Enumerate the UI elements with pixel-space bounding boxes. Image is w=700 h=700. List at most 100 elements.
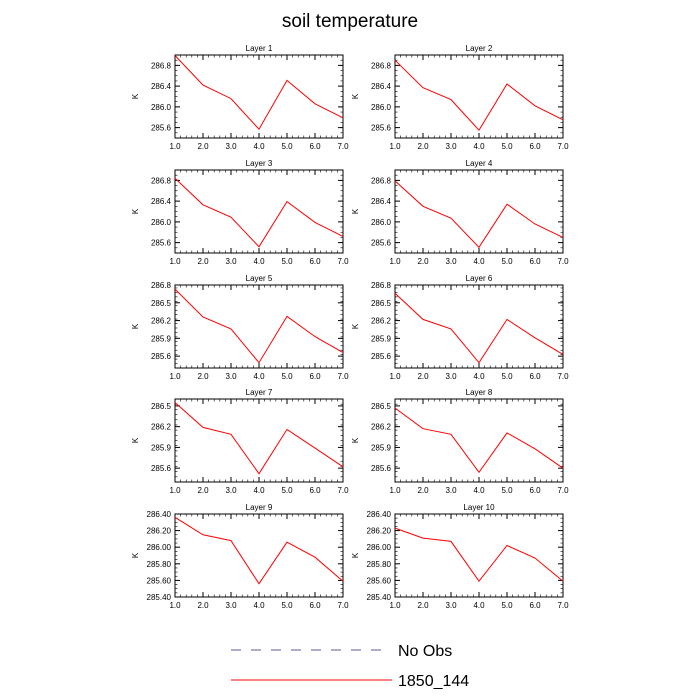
panel-title: Layer 1 [246, 44, 273, 53]
y-tick-label: 286.5 [371, 402, 392, 411]
y-axis-label: K [131, 552, 140, 558]
y-tick-label: 285.9 [151, 443, 172, 452]
x-tick-label: 4.0 [253, 142, 265, 151]
x-tick-label: 3.0 [445, 372, 457, 381]
y-tick-label: 286.4 [371, 82, 392, 91]
x-tick-label: 3.0 [445, 257, 457, 266]
y-tick-label: 286.4 [371, 197, 392, 206]
x-tick-label: 6.0 [529, 601, 541, 610]
x-tick-label: 7.0 [337, 486, 349, 495]
y-tick-label: 285.9 [371, 334, 392, 343]
x-tick-label: 5.0 [501, 601, 513, 610]
panel-title: Layer 2 [466, 44, 493, 53]
series-line-1850-144 [174, 288, 344, 364]
y-tick-label: 286.0 [151, 103, 172, 112]
y-tick-label: 286.5 [371, 299, 392, 308]
x-tick-label: 2.0 [417, 486, 429, 495]
y-tick-label: 285.6 [371, 352, 392, 361]
x-tick-label: 4.0 [473, 486, 485, 495]
plot-frame [174, 54, 344, 139]
y-tick-label: 286.8 [151, 281, 172, 290]
y-tick-label: 286.2 [151, 317, 172, 326]
y-tick-label: 285.80 [147, 560, 172, 569]
plot-frame [394, 398, 564, 483]
y-axis-label: K [351, 93, 360, 99]
y-tick-label: 286.00 [147, 543, 172, 552]
x-tick-label: 7.0 [557, 486, 569, 495]
series-line-1850-144 [394, 527, 564, 583]
panel-2: Layer 2 K 1.0 2.0 3.0 4.0 5.0 6.0 7.0 285.6 286.0 2… [351, 44, 569, 151]
y-tick-label: 285.40 [147, 593, 172, 602]
x-tick-label: 7.0 [557, 601, 569, 610]
legend: No Obs 1850_144 [231, 643, 469, 690]
y-tick-label: 286.8 [151, 176, 172, 185]
y-tick-label: 286.8 [371, 281, 392, 290]
y-tick-label: 285.6 [151, 124, 172, 133]
panel-title: Layer 6 [466, 274, 493, 283]
y-tick-label: 285.9 [371, 443, 392, 452]
x-tick-label: 1.0 [169, 142, 181, 151]
y-tick-label: 286.0 [371, 218, 392, 227]
x-tick-label: 4.0 [253, 486, 265, 495]
x-tick-label: 5.0 [501, 486, 513, 495]
panel-3: Layer 3 K 1.0 2.0 3.0 4.0 5.0 6.0 7.0 285.6 286.0 2… [131, 159, 349, 266]
y-tick-label: 285.60 [147, 576, 172, 585]
y-tick-label: 286.5 [151, 299, 172, 308]
x-tick-label: 2.0 [197, 601, 209, 610]
plot-frame [174, 284, 344, 369]
x-tick-label: 7.0 [337, 257, 349, 266]
x-tick-label: 3.0 [445, 601, 457, 610]
y-tick-label: 286.8 [371, 61, 392, 70]
x-tick-label: 6.0 [309, 486, 321, 495]
x-tick-label: 3.0 [225, 486, 237, 495]
x-tick-label: 7.0 [557, 142, 569, 151]
series-line-1850-144 [394, 407, 564, 474]
x-tick-label: 1.0 [169, 601, 181, 610]
x-tick-label: 7.0 [337, 372, 349, 381]
x-tick-label: 6.0 [309, 142, 321, 151]
x-tick-label: 3.0 [225, 257, 237, 266]
x-tick-label: 2.0 [417, 142, 429, 151]
y-axis-label: K [131, 93, 140, 99]
series-line-1850-144 [394, 59, 564, 132]
y-tick-label: 286.2 [371, 317, 392, 326]
panel-8: Layer 8 K 1.0 2.0 3.0 4.0 5.0 6.0 7.0 285.6 285.9 2… [351, 388, 569, 495]
y-tick-label: 286.4 [151, 82, 172, 91]
series-line-1850-144 [174, 177, 344, 248]
x-tick-label: 4.0 [253, 601, 265, 610]
panel-6: Layer 6 K 1.0 2.0 3.0 4.0 5.0 6.0 7.0 285.6 285.9 2… [351, 274, 569, 381]
y-tick-label: 285.6 [371, 464, 392, 473]
chart-title: soil temperature [282, 11, 418, 32]
plot-frame [174, 398, 344, 483]
x-tick-label: 4.0 [253, 372, 265, 381]
x-tick-label: 3.0 [225, 142, 237, 151]
y-tick-label: 286.20 [367, 527, 392, 536]
x-tick-label: 6.0 [529, 486, 541, 495]
x-tick-label: 1.0 [169, 486, 181, 495]
series-line-1850-144 [394, 180, 564, 249]
x-tick-label: 2.0 [197, 142, 209, 151]
y-tick-label: 285.6 [371, 239, 392, 248]
y-axis-label: K [131, 437, 140, 443]
series-line-1850-144 [174, 402, 344, 475]
series-line-1850-144 [174, 516, 344, 585]
x-tick-label: 6.0 [309, 372, 321, 381]
x-tick-label: 1.0 [389, 372, 401, 381]
panel-title: Layer 9 [246, 503, 273, 512]
plot-frame [394, 513, 564, 598]
x-tick-label: 7.0 [557, 372, 569, 381]
x-tick-label: 7.0 [337, 142, 349, 151]
x-tick-label: 4.0 [473, 601, 485, 610]
x-tick-label: 3.0 [225, 601, 237, 610]
legend-label-no-obs: No Obs [398, 643, 452, 660]
x-tick-label: 5.0 [281, 486, 293, 495]
x-tick-label: 2.0 [417, 257, 429, 266]
y-tick-label: 285.6 [151, 239, 172, 248]
panel-title: Layer 5 [246, 274, 273, 283]
y-axis-label: K [131, 208, 140, 214]
panel-7: Layer 7 K 1.0 2.0 3.0 4.0 5.0 6.0 7.0 285.6 285.9 2… [131, 388, 349, 495]
y-tick-label: 286.4 [151, 197, 172, 206]
panel-title: Layer 3 [246, 159, 273, 168]
x-tick-label: 3.0 [445, 142, 457, 151]
y-tick-label: 286.5 [151, 402, 172, 411]
